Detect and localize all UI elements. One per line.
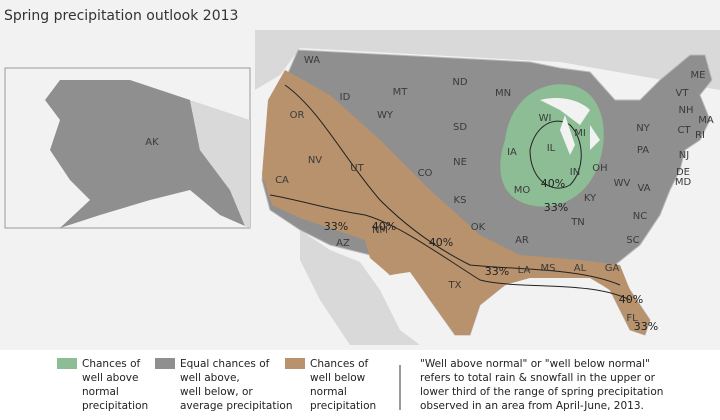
- title: Spring precipitation outlook 2013: [4, 8, 238, 24]
- contour-40: [284, 84, 621, 286]
- legend-text: Chances of: [310, 358, 369, 370]
- state-label: VA: [637, 183, 650, 194]
- great-lakes: [540, 98, 600, 155]
- contour-40-green: [529, 120, 582, 189]
- note-text: refers to total rain & snowfall in the u…: [420, 372, 656, 384]
- state-label: WI: [539, 113, 552, 124]
- state-label: CO: [418, 168, 433, 179]
- legend-text: normal: [310, 386, 347, 398]
- contour-label: 33%: [634, 320, 658, 333]
- state-label: MD: [675, 177, 692, 188]
- state-label: NH: [679, 105, 694, 116]
- legend-text: well above,: [180, 372, 240, 384]
- state-label: ND: [452, 77, 467, 88]
- state-label: MN: [495, 88, 511, 99]
- state-label: CT: [677, 125, 691, 136]
- state-label: TX: [448, 280, 462, 291]
- state-label: NV: [308, 155, 322, 166]
- legend-text: well below, or: [180, 386, 253, 398]
- legend-text: Equal chances of: [180, 358, 270, 370]
- legend-swatch: [155, 358, 175, 369]
- state-label: AZ: [336, 238, 350, 249]
- state-label: TN: [570, 217, 585, 228]
- below-normal-area: [262, 70, 650, 335]
- note-text: lower third of the range of spring preci…: [420, 386, 663, 398]
- canada: [255, 30, 720, 90]
- contour-label: 40%: [372, 220, 396, 233]
- state-label: NY: [636, 123, 650, 134]
- contour-label: 33%: [485, 265, 509, 278]
- legend-text: well above: [82, 372, 138, 384]
- contour-label: 40%: [429, 236, 453, 249]
- mexico: [300, 230, 420, 345]
- state-label: VT: [676, 88, 690, 99]
- state-label: SD: [453, 122, 467, 133]
- state-label: NE: [453, 157, 467, 168]
- canada-inset: [190, 100, 250, 228]
- note-text: "Well above normal" or "well below norma…: [420, 358, 650, 370]
- legend-text: Chances of: [82, 358, 141, 370]
- state-label: NC: [633, 211, 647, 222]
- legend-text: precipitation: [310, 400, 376, 412]
- state-label: FL: [626, 313, 638, 324]
- legend-swatch: [57, 358, 77, 369]
- note-text: observed in an area from April-June, 201…: [420, 400, 644, 412]
- state-label: DE: [676, 167, 690, 178]
- state-label: CA: [275, 175, 289, 186]
- state-label: WV: [614, 178, 631, 189]
- state-label: NM: [372, 225, 388, 236]
- state-label: OH: [592, 163, 607, 174]
- state-label: MS: [541, 263, 556, 274]
- legend-text: normal: [82, 386, 119, 398]
- state-label: MO: [514, 185, 531, 196]
- state-label: IA: [507, 147, 517, 158]
- contour-label: 40%: [541, 177, 565, 190]
- state-label: AR: [515, 235, 529, 246]
- state-label: KY: [584, 193, 597, 204]
- state-label: PA: [637, 145, 649, 156]
- state-label: RI: [695, 130, 705, 141]
- legend-area: [0, 350, 720, 420]
- state-label: MA: [698, 115, 714, 126]
- legend-text: well below: [310, 372, 366, 384]
- state-label: OK: [471, 222, 486, 233]
- state-label: GA: [605, 263, 620, 274]
- state-label: SC: [626, 235, 639, 246]
- legend-text: average precipitation: [180, 400, 292, 412]
- state-label: IN: [570, 167, 580, 178]
- state-label: KS: [454, 195, 467, 206]
- state-label: IL: [547, 143, 556, 154]
- state-label: MI: [574, 128, 586, 139]
- alaska: [45, 80, 245, 228]
- contour-label: 33%: [324, 220, 348, 233]
- contour-33: [269, 194, 631, 301]
- contour-label: 40%: [619, 293, 643, 306]
- state-label: AL: [574, 263, 587, 274]
- contour-label: 33%: [544, 201, 568, 214]
- legend-swatch: [285, 358, 305, 369]
- state-label: LA: [518, 265, 531, 276]
- state-label: AK: [145, 137, 159, 148]
- state-label: WY: [377, 110, 394, 121]
- state-label: WA: [304, 55, 320, 66]
- state-label: OR: [290, 110, 305, 121]
- state-label: UT: [350, 163, 364, 174]
- state-label: ME: [691, 70, 706, 81]
- state-label: MT: [393, 87, 409, 98]
- state-label: ID: [340, 92, 351, 103]
- state-label: NJ: [679, 150, 689, 161]
- legend-text: precipitation: [82, 400, 148, 412]
